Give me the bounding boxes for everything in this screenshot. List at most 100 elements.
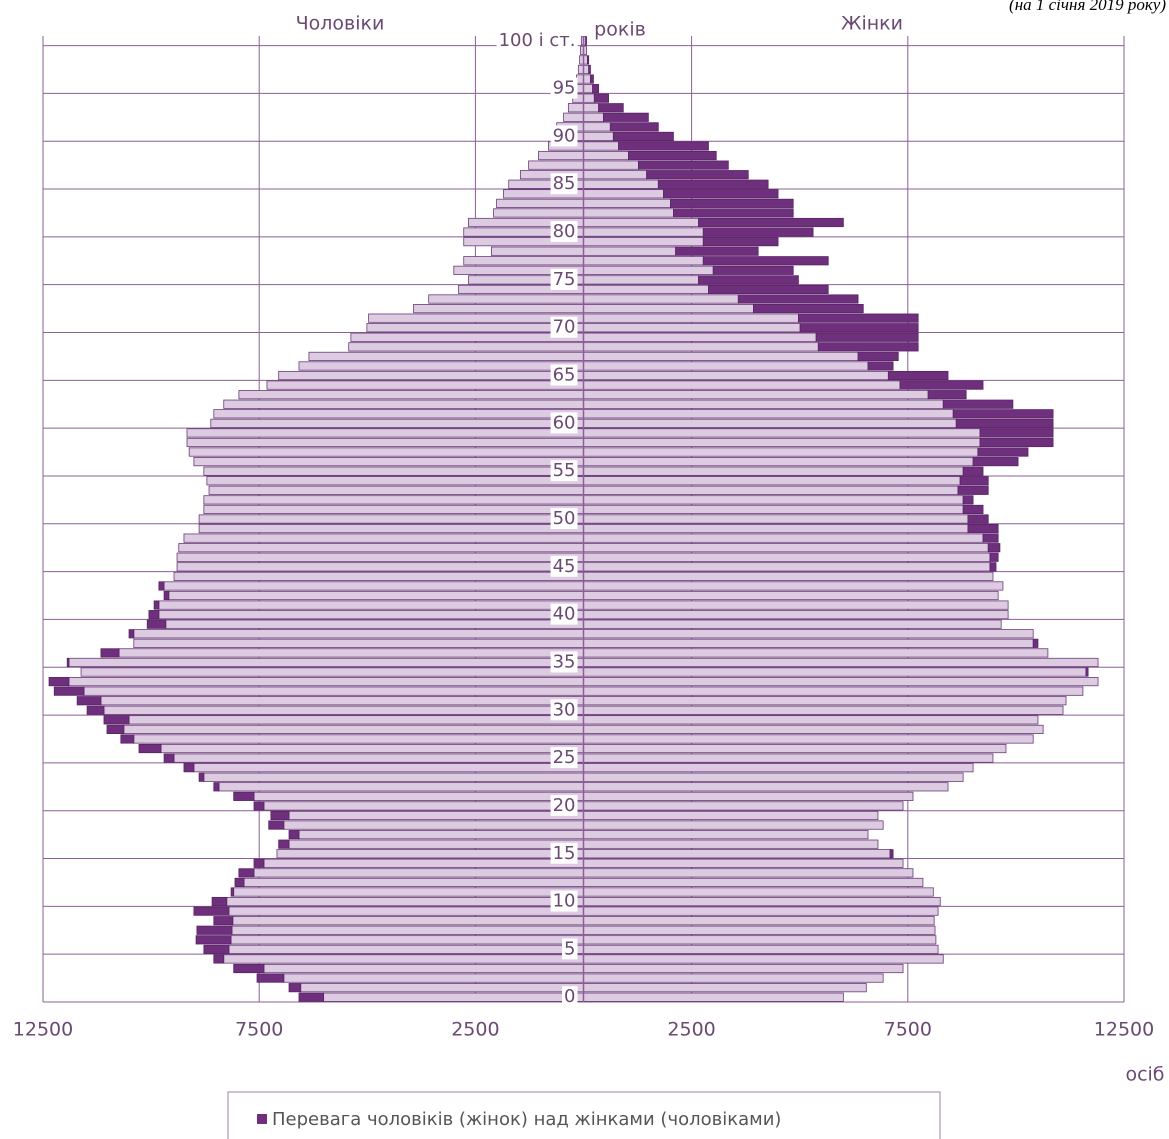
y-tick-label: 10 (553, 891, 576, 912)
men-bar (103, 705, 584, 715)
women-excess-bar (753, 304, 864, 314)
women-bar (583, 390, 929, 400)
women-bar (583, 428, 981, 438)
men-bar (80, 667, 584, 677)
women-bar (583, 801, 904, 811)
women-bar (583, 342, 819, 352)
women-bar (583, 791, 914, 801)
y-axis-label: років (594, 19, 646, 41)
women-bar (583, 304, 754, 314)
women-excess-bar (867, 361, 894, 371)
women-bar (583, 830, 869, 840)
y-tick-label-bg (550, 221, 578, 243)
men-bar (198, 514, 584, 524)
women-bar (583, 887, 934, 897)
y-tick-label: 0 (564, 986, 575, 1007)
men-bar (133, 734, 584, 744)
men-excess-bar (196, 925, 233, 935)
men-bar (233, 887, 584, 897)
women-bar (583, 667, 1087, 677)
men-excess-bar (128, 629, 135, 639)
men-bar (413, 304, 584, 314)
women-bar (583, 571, 994, 581)
men-bar (528, 160, 584, 170)
women-excess-bar (817, 342, 919, 352)
y-tick-label-bg (550, 268, 578, 290)
women-excess-bar (646, 170, 749, 180)
women-bar (583, 906, 939, 916)
men-bar (188, 447, 584, 457)
y-tick-label-bg (550, 890, 578, 912)
women-bar (583, 294, 739, 304)
legend-swatch (257, 1114, 267, 1124)
women-bar (583, 677, 1099, 687)
men-excess-bar (138, 743, 162, 754)
chart-subtitle: (на 1 січня 2019 року) (1009, 0, 1166, 14)
y-tick-label-bg (550, 794, 578, 816)
men-excess-bar (288, 830, 300, 840)
men-bar (206, 476, 584, 486)
y-tick-label-bg (550, 747, 578, 769)
y-tick-label: 30 (553, 699, 576, 720)
x-tick-label: 2500 (451, 1019, 499, 1041)
women-excess-bar (663, 189, 779, 199)
y-tick-label: 60 (553, 412, 576, 433)
women-bar (583, 619, 1002, 629)
men-bar (228, 944, 584, 954)
y-tick-label: 100 і ст. (499, 30, 576, 51)
men-bar (253, 868, 584, 878)
men-bar (176, 562, 584, 572)
men-bar (203, 466, 584, 476)
men-bar (350, 332, 584, 342)
women-excess-bar (588, 64, 591, 75)
women-bar (583, 457, 974, 467)
women-excess-bar (628, 150, 717, 161)
men-bar (496, 198, 584, 208)
men-bar (218, 782, 584, 792)
y-tick-label: 45 (553, 556, 576, 577)
women-excess-bar (887, 370, 949, 381)
men-excess-bar (106, 724, 125, 734)
women-excess-bar (979, 437, 1054, 448)
men-excess-bar (278, 839, 290, 849)
y-tick-label-bg (496, 29, 578, 51)
women-bar (583, 858, 904, 868)
men-excess-bar (234, 877, 245, 888)
men-bar (323, 992, 584, 1002)
men-bar (68, 657, 584, 668)
women-bar (583, 485, 959, 495)
women-excess-bar (889, 849, 894, 859)
men-bar (163, 581, 584, 591)
y-tick-label: 90 (553, 125, 576, 146)
women-excess-bar (957, 485, 989, 495)
women-bar (583, 543, 989, 553)
women-bar (583, 849, 891, 859)
women-bar (583, 944, 939, 954)
y-tick-label: 75 (553, 269, 576, 290)
women-bar (583, 418, 957, 428)
men-bar (183, 533, 584, 543)
women-bar (583, 523, 969, 534)
men-bar (186, 437, 584, 448)
women-bar (583, 743, 1007, 754)
women-bar (583, 810, 879, 821)
women-bar (583, 533, 984, 543)
men-bar (263, 801, 584, 811)
men-bar (223, 954, 584, 964)
y-tick-label-bg (550, 173, 578, 195)
women-excess-bar (702, 256, 829, 266)
women-excess-bar (702, 237, 779, 247)
men-bar (165, 619, 584, 629)
men-excess-bar (163, 590, 170, 601)
women-bar (583, 476, 961, 486)
y-tick-label: 20 (553, 795, 576, 816)
y-tick-label-bg (550, 77, 578, 99)
y-tick-label: 85 (553, 173, 576, 194)
women-bar (583, 189, 664, 199)
women-bar (583, 399, 944, 409)
women-bar (583, 753, 994, 763)
women-bar (583, 351, 859, 361)
y-tick-label: 40 (553, 604, 576, 625)
women-excess-bar (598, 103, 624, 113)
women-bar (583, 141, 619, 151)
